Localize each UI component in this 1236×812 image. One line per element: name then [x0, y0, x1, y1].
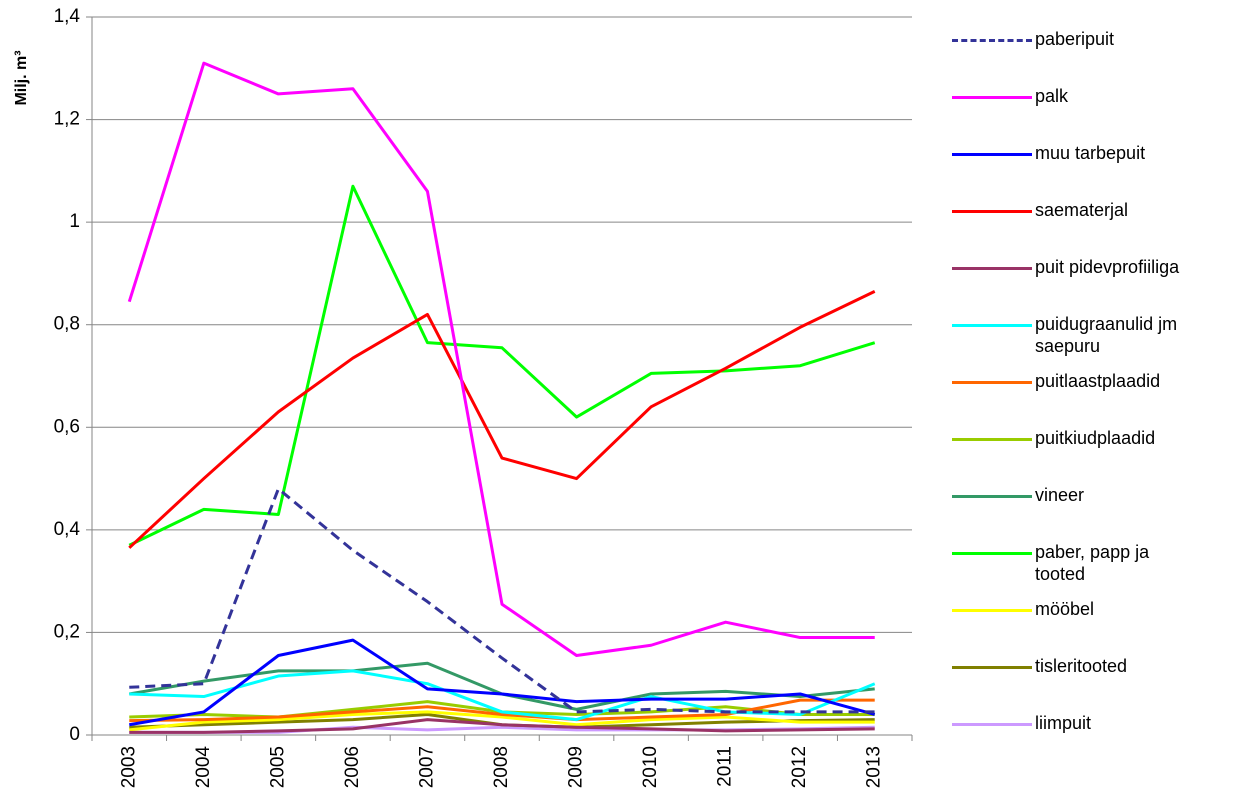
legend-swatch	[952, 256, 1032, 280]
line-series	[129, 710, 875, 732]
legend-entry: mööbel	[952, 598, 1202, 655]
legend-entry: vineer	[952, 484, 1202, 541]
x-tick-label: 2005	[267, 746, 288, 788]
line-series	[128, 184, 876, 547]
legend-line	[952, 609, 1032, 612]
y-tick-label: 1,2	[54, 109, 80, 130]
y-tick-label: 0,4	[54, 519, 81, 540]
x-tick-label: 2007	[416, 746, 437, 788]
legend-line	[952, 438, 1032, 441]
legend-label: mööbel	[1035, 599, 1095, 619]
legend-swatch	[952, 370, 1032, 394]
legend-entry: puitkiudplaadid	[952, 427, 1202, 484]
legend-label: muu tarbepuit	[1035, 143, 1146, 163]
legend-swatch	[952, 85, 1032, 109]
line-series	[129, 698, 875, 723]
x-tick-label: 2012	[789, 746, 810, 788]
y-tick-label: 1,4	[54, 6, 81, 27]
legend-swatch	[952, 598, 1032, 622]
x-tick-label: 2010	[640, 746, 661, 788]
x-tick-label: 2006	[342, 746, 363, 788]
legend-label: puidugraanulid jm saepuru	[1035, 314, 1178, 356]
legend-label: palk	[1035, 86, 1069, 106]
legend-label: saematerjal	[1035, 200, 1129, 220]
legend-line	[952, 210, 1032, 213]
legend-line	[952, 666, 1032, 669]
legend-entry: paberipuit	[952, 28, 1202, 85]
legend-swatch	[952, 484, 1032, 508]
legend-line	[952, 723, 1032, 726]
legend-entry: paber, papp ja tooted	[952, 541, 1202, 598]
x-tick-label: 2008	[491, 746, 512, 788]
legend-swatch	[952, 199, 1032, 223]
legend-swatch	[952, 142, 1032, 166]
line-series	[127, 61, 875, 658]
legend-entry: muu tarbepuit	[952, 142, 1202, 199]
legend-swatch	[952, 313, 1032, 337]
legend-swatch	[952, 655, 1032, 679]
legend: paberipuit palk muu tarbepuit saematerjal pu…	[952, 28, 1202, 769]
y-tick-label: 0,8	[54, 314, 80, 335]
line-series	[129, 669, 876, 722]
y-tick-label: 0	[69, 724, 80, 745]
legend-line	[952, 495, 1032, 498]
legend-label: puitkiudplaadid	[1035, 428, 1156, 448]
legend-entry: tisleritooted	[952, 655, 1202, 712]
legend-label: liimpuit	[1035, 713, 1092, 733]
legend-line	[952, 267, 1032, 270]
y-tick-label: 1	[69, 211, 80, 232]
legend-entry: palk	[952, 85, 1202, 142]
legend-line	[952, 552, 1032, 555]
y-axis-label: Milj. m³	[13, 50, 30, 105]
x-tick-label: 2011	[715, 746, 736, 787]
legend-swatch	[952, 712, 1032, 736]
legend-swatch	[952, 28, 1032, 52]
x-tick-label: 2004	[193, 746, 214, 789]
x-tick-label: 2009	[566, 746, 587, 788]
line-series	[129, 638, 876, 727]
line-series	[129, 718, 875, 734]
legend-entry: puidugraanulid jm saepuru	[952, 313, 1202, 370]
legend-label: vineer	[1035, 485, 1085, 505]
legend-label: paber, papp ja tooted	[1035, 542, 1150, 584]
legend-label: puit pidevprofiiliga	[1035, 257, 1180, 277]
legend-entry: puit pidevprofiiliga	[952, 256, 1202, 313]
legend-label: tisleritooted	[1035, 656, 1128, 676]
legend-line	[952, 96, 1032, 99]
line-series	[129, 487, 875, 714]
legend-swatch	[952, 541, 1032, 565]
line-series	[128, 290, 876, 549]
legend-line	[952, 324, 1032, 327]
legend-entry: saematerjal	[952, 199, 1202, 256]
legend-label: puitlaastplaadid	[1035, 371, 1161, 391]
legend-entry: liimpuit	[952, 712, 1202, 769]
legend-label: paberipuit	[1035, 29, 1115, 49]
legend-line	[952, 39, 1032, 42]
legend-entry: puitlaastplaadid	[952, 370, 1202, 427]
y-tick-label: 0,6	[54, 416, 80, 437]
x-tick-label: 2013	[864, 746, 885, 788]
legend-swatch	[952, 427, 1032, 451]
legend-line	[952, 381, 1032, 384]
legend-line	[952, 153, 1032, 156]
x-tick-label: 2003	[118, 746, 139, 788]
y-tick-label: 0,2	[54, 621, 80, 642]
